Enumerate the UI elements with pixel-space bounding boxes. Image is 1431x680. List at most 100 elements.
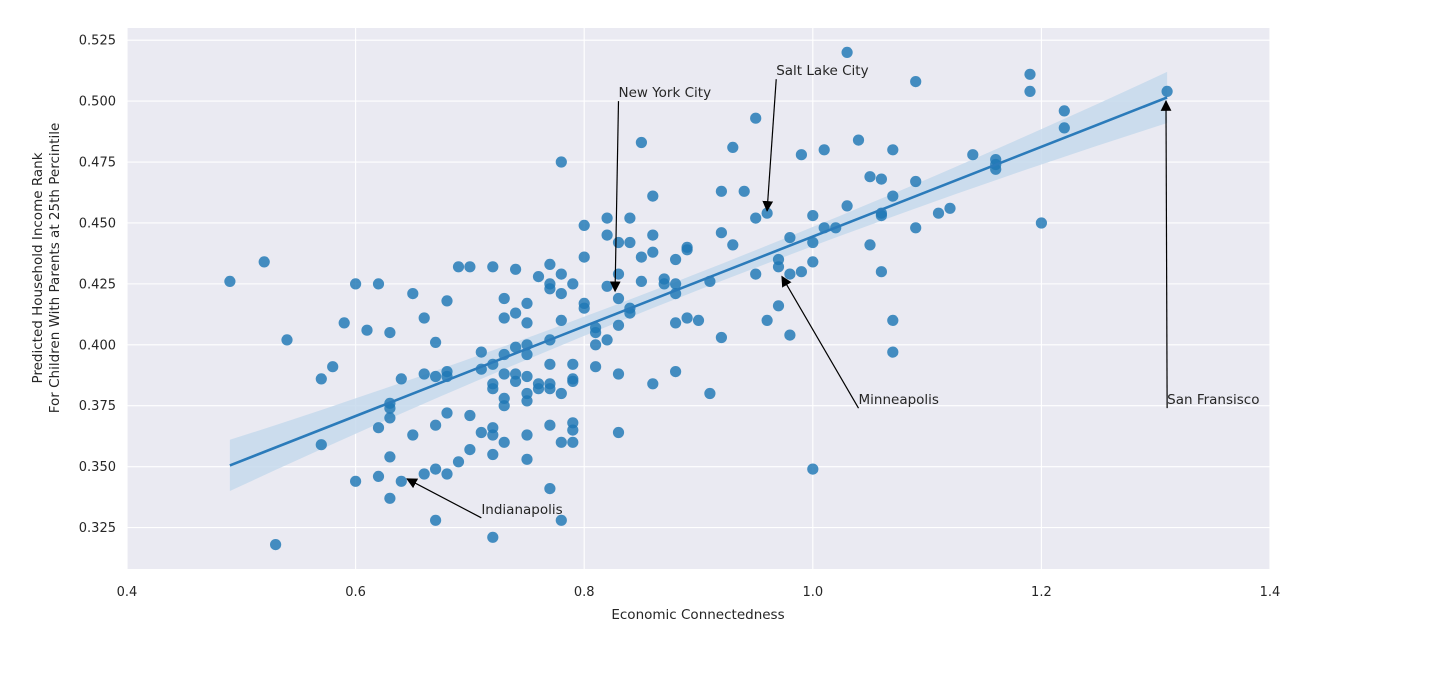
data-point	[521, 453, 533, 465]
data-point	[487, 448, 499, 461]
data-point	[544, 483, 556, 495]
x-axis-ticks: 0.4 0.6 0.8 1.0 1.2 1.4	[117, 585, 1281, 600]
regression-line	[229, 96, 1168, 467]
data-point	[418, 368, 430, 380]
data-point	[418, 468, 430, 480]
data-point	[670, 278, 682, 290]
data-point	[555, 436, 567, 448]
data-point	[372, 470, 385, 482]
data-point	[807, 463, 819, 475]
x-tick-label: 1.0	[802, 585, 823, 600]
data-point	[498, 292, 510, 305]
data-point	[590, 339, 602, 351]
data-point	[750, 268, 762, 280]
data-point	[772, 261, 785, 273]
y-tick-label: 0.400	[79, 338, 116, 353]
data-point	[944, 202, 956, 214]
data-point	[727, 141, 739, 153]
data-point	[681, 312, 693, 324]
data-point	[544, 283, 556, 295]
data-point	[841, 200, 853, 212]
annotation-label: San Fransisco	[1167, 392, 1259, 408]
data-point	[612, 368, 625, 380]
data-point	[887, 346, 899, 358]
annotation-arrow	[609, 101, 621, 293]
data-point	[578, 251, 590, 263]
data-point	[441, 295, 453, 307]
data-point	[498, 400, 510, 412]
data-point	[864, 171, 876, 183]
data-point	[670, 253, 682, 266]
data-point	[384, 402, 396, 414]
data-point	[509, 263, 522, 275]
data-point	[864, 239, 876, 251]
data-point	[498, 312, 510, 324]
data-point	[750, 112, 762, 124]
data-point	[715, 185, 728, 197]
data-point	[818, 144, 830, 156]
data-point	[612, 292, 625, 305]
data-point	[738, 185, 750, 197]
data-point	[452, 456, 465, 468]
data-point	[464, 261, 476, 273]
data-point	[441, 407, 453, 419]
data-point	[407, 429, 419, 441]
data-point	[795, 266, 808, 278]
data-points	[224, 46, 1173, 551]
data-point	[498, 436, 510, 448]
data-point	[407, 288, 419, 300]
data-point	[1058, 122, 1070, 134]
annotation-label: Salt Lake City	[776, 63, 868, 79]
data-point	[590, 327, 602, 339]
data-point	[601, 212, 613, 224]
data-point	[692, 314, 705, 326]
y-tick-label: 0.350	[79, 460, 116, 475]
data-point	[807, 210, 819, 222]
data-point	[509, 307, 522, 319]
data-point	[601, 280, 613, 292]
data-point	[852, 134, 865, 146]
data-point	[578, 219, 590, 231]
data-point	[647, 246, 659, 258]
data-point	[807, 236, 819, 249]
data-point	[555, 156, 567, 168]
data-point	[441, 468, 453, 480]
data-point	[635, 136, 648, 149]
data-point	[647, 229, 659, 241]
data-point	[1024, 85, 1036, 97]
annotation-label: Indianapolis	[481, 502, 562, 518]
data-point	[750, 212, 762, 224]
data-point	[555, 268, 567, 280]
regression-line-layer	[229, 96, 1168, 467]
annotation-arrow	[406, 478, 482, 519]
data-point	[772, 300, 785, 312]
data-point	[624, 212, 636, 224]
data-point	[315, 439, 327, 451]
data-point	[1035, 217, 1047, 229]
data-point	[590, 361, 602, 373]
x-tick-label: 0.4	[117, 585, 138, 600]
data-point	[555, 314, 567, 326]
data-point	[875, 266, 888, 278]
data-point	[224, 275, 236, 287]
data-point	[795, 149, 808, 161]
data-point	[521, 297, 533, 309]
data-point	[887, 190, 899, 202]
data-point	[910, 76, 922, 88]
data-point	[521, 317, 533, 329]
data-point	[635, 275, 648, 287]
data-point	[270, 539, 282, 551]
data-point	[910, 175, 922, 188]
data-point	[567, 278, 579, 290]
y-axis-label-line-2: For Children With Parents at 25th Percin…	[47, 123, 63, 414]
data-point	[681, 244, 693, 256]
data-point	[578, 302, 590, 314]
data-point	[567, 375, 579, 387]
annotation-label: Minneapolis	[859, 392, 939, 408]
data-point	[807, 256, 819, 268]
data-point	[430, 419, 442, 431]
y-tick-label: 0.500	[79, 95, 116, 110]
data-point	[555, 387, 567, 400]
data-point	[315, 373, 327, 385]
data-point	[327, 361, 339, 373]
